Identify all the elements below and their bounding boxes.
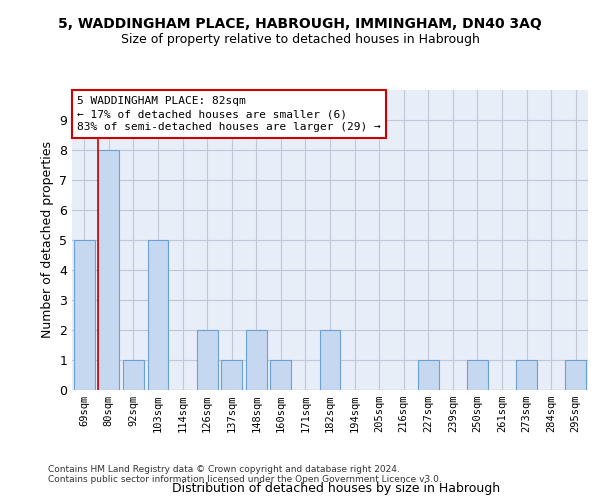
Bar: [246, 330, 267, 390]
Text: 5 WADDINGHAM PLACE: 82sqm
← 17% of detached houses are smaller (6)
83% of semi-d: 5 WADDINGHAM PLACE: 82sqm ← 17% of detac…: [77, 96, 381, 132]
Bar: [418, 360, 439, 390]
Bar: [148, 240, 169, 390]
Bar: [516, 360, 537, 390]
Text: Contains HM Land Registry data © Crown copyright and database right 2024.: Contains HM Land Registry data © Crown c…: [48, 466, 400, 474]
Bar: [467, 360, 488, 390]
Text: 5, WADDINGHAM PLACE, HABROUGH, IMMINGHAM, DN40 3AQ: 5, WADDINGHAM PLACE, HABROUGH, IMMINGHAM…: [58, 18, 542, 32]
Bar: [197, 330, 218, 390]
Bar: [320, 330, 340, 390]
Text: Size of property relative to detached houses in Habrough: Size of property relative to detached ho…: [121, 32, 479, 46]
Bar: [98, 150, 119, 390]
Text: Contains public sector information licensed under the Open Government Licence v3: Contains public sector information licen…: [48, 476, 442, 484]
Bar: [74, 240, 95, 390]
Bar: [271, 360, 292, 390]
Bar: [565, 360, 586, 390]
Y-axis label: Number of detached properties: Number of detached properties: [41, 142, 53, 338]
Bar: [123, 360, 144, 390]
Text: Distribution of detached houses by size in Habrough: Distribution of detached houses by size …: [172, 482, 500, 495]
Bar: [221, 360, 242, 390]
